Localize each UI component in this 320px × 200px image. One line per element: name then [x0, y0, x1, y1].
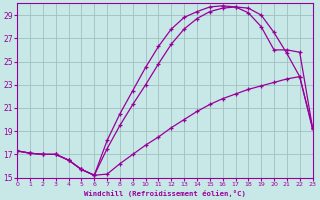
X-axis label: Windchill (Refroidissement éolien,°C): Windchill (Refroidissement éolien,°C) [84, 190, 246, 197]
